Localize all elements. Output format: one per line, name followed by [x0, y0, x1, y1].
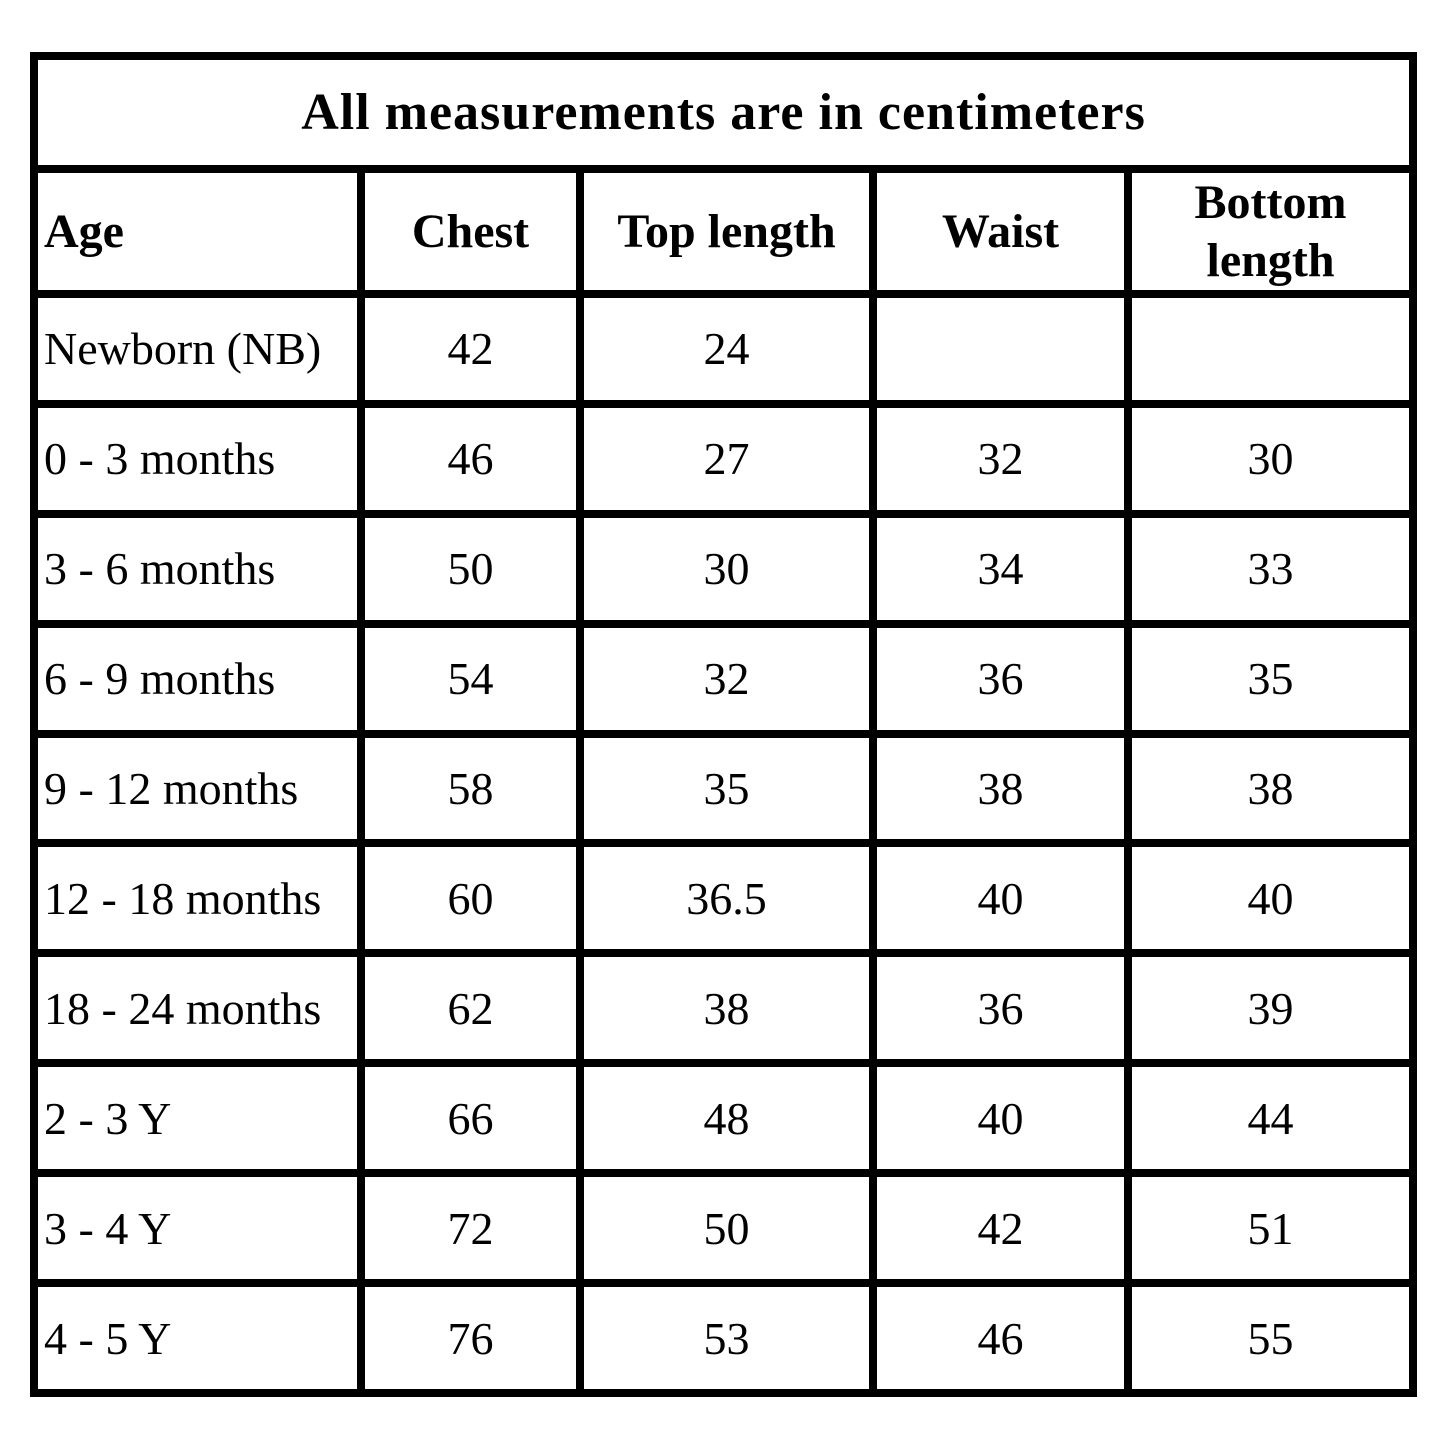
age-cell: 6 - 9 months [30, 619, 365, 738]
header-age: Age [30, 165, 365, 298]
table-row: 4 - 5 Y 76 53 46 55 [30, 1279, 1418, 1397]
table-title: All measurements are in centimeters [29, 52, 1418, 173]
size-chart-table: All measurements are in centimeters Age … [29, 52, 1418, 1397]
chest-cell: 42 [357, 290, 584, 408]
waist-cell: 32 [869, 399, 1132, 518]
waist-cell [869, 290, 1132, 408]
age-cell: 4 - 5 Y [30, 1279, 365, 1397]
top-length-cell: 32 [576, 619, 877, 738]
bottom-length-cell: 55 [1123, 1279, 1418, 1397]
top-length-cell: 36.5 [576, 839, 877, 958]
bottom-length-cell: 33 [1123, 509, 1418, 628]
age-cell: 3 - 4 Y [30, 1169, 365, 1288]
bottom-length-cell: 44 [1123, 1059, 1418, 1178]
top-length-cell: 30 [576, 509, 877, 628]
chest-cell: 76 [357, 1279, 584, 1397]
waist-cell: 34 [869, 509, 1132, 628]
header-waist: Waist [869, 165, 1132, 298]
waist-cell: 36 [869, 619, 1132, 738]
age-cell: 18 - 24 months [30, 949, 365, 1068]
age-cell: 2 - 3 Y [30, 1059, 365, 1178]
top-length-cell: 38 [576, 949, 877, 1068]
header-bottom-length: Bottom length [1123, 165, 1418, 298]
waist-cell: 46 [869, 1279, 1132, 1397]
waist-cell: 42 [869, 1169, 1132, 1288]
age-cell: 9 - 12 months [30, 729, 365, 848]
chest-cell: 50 [357, 509, 584, 628]
table-row: 6 - 9 months 54 32 36 35 [30, 619, 1418, 738]
waist-cell: 38 [869, 729, 1132, 848]
table-row: 3 - 6 months 50 30 34 33 [30, 509, 1418, 628]
bottom-length-cell: 30 [1123, 399, 1418, 518]
chest-cell: 62 [357, 949, 584, 1068]
bottom-length-cell: 40 [1123, 839, 1418, 958]
chest-cell: 60 [357, 839, 584, 958]
top-length-cell: 35 [576, 729, 877, 848]
bottom-length-cell [1123, 290, 1418, 408]
bottom-length-cell: 38 [1123, 729, 1418, 848]
top-length-cell: 53 [576, 1279, 877, 1397]
title-row: All measurements are in centimeters [29, 52, 1418, 173]
age-cell: 0 - 3 months [30, 399, 365, 518]
age-cell: 12 - 18 months [30, 839, 365, 958]
top-length-cell: 27 [576, 399, 877, 518]
table-row: 3 - 4 Y 72 50 42 51 [30, 1169, 1418, 1288]
header-row: Age Chest Top length Waist Bottom length [30, 165, 1418, 298]
chest-cell: 46 [357, 399, 584, 518]
table-row: 18 - 24 months 62 38 36 39 [30, 949, 1418, 1068]
table-row: 9 - 12 months 58 35 38 38 [30, 729, 1418, 848]
age-cell: Newborn (NB) [30, 290, 365, 408]
chest-cell: 72 [357, 1169, 584, 1288]
header-chest: Chest [357, 165, 584, 298]
table-row: Newborn (NB) 42 24 [30, 290, 1418, 408]
top-length-cell: 50 [576, 1169, 877, 1288]
table-row: 0 - 3 months 46 27 32 30 [30, 399, 1418, 518]
waist-cell: 36 [869, 949, 1132, 1068]
top-length-cell: 48 [576, 1059, 877, 1178]
bottom-length-cell: 39 [1123, 949, 1418, 1068]
header-top-length: Top length [576, 165, 877, 298]
bottom-length-cell: 35 [1123, 619, 1418, 738]
bottom-length-cell: 51 [1123, 1169, 1418, 1288]
table-row: 12 - 18 months 60 36.5 40 40 [30, 839, 1418, 958]
chest-cell: 58 [357, 729, 584, 848]
chest-cell: 66 [357, 1059, 584, 1178]
waist-cell: 40 [869, 1059, 1132, 1178]
chest-cell: 54 [357, 619, 584, 738]
table-row: 2 - 3 Y 66 48 40 44 [30, 1059, 1418, 1178]
age-cell: 3 - 6 months [30, 509, 365, 628]
top-length-cell: 24 [576, 290, 877, 408]
waist-cell: 40 [869, 839, 1132, 958]
